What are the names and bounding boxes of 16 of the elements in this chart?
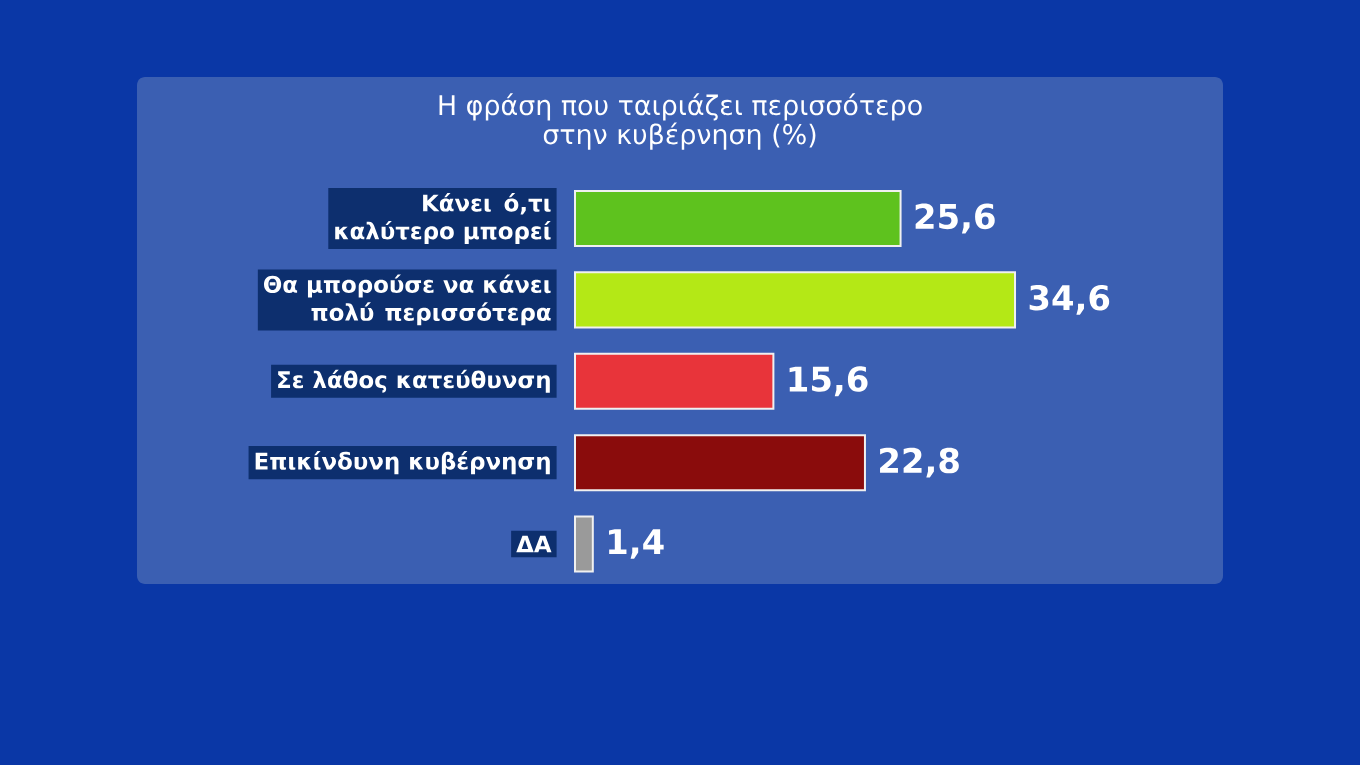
data-label: 1,4 <box>609 529 664 559</box>
data-label: 34,6 <box>1029 284 1110 315</box>
data-label: 25,6 <box>915 203 995 234</box>
bar <box>574 189 902 247</box>
bar <box>574 271 1017 329</box>
y-tick-label: ΔΑ <box>516 535 552 553</box>
bar <box>574 352 775 410</box>
chart-title: Η φράση που ταιριάζει περισσότερο στην κυβέρνηση (%) <box>439 93 922 150</box>
y-tick-label: Σε λάθος κατεύθυνση <box>278 369 550 393</box>
bar <box>574 434 866 492</box>
data-label: 22,8 <box>880 447 959 478</box>
y-tick-label: Κάνει ό,τι καλύτερο μπορεί <box>335 193 551 244</box>
y-tick-label: Θα μπορούσε να κάνει πολύ περισσότερα <box>263 274 551 326</box>
y-tick-label: Επικίνδυνη κυβέρνηση <box>255 451 550 475</box>
bar <box>574 515 594 573</box>
data-label: 15,6 <box>789 366 868 397</box>
